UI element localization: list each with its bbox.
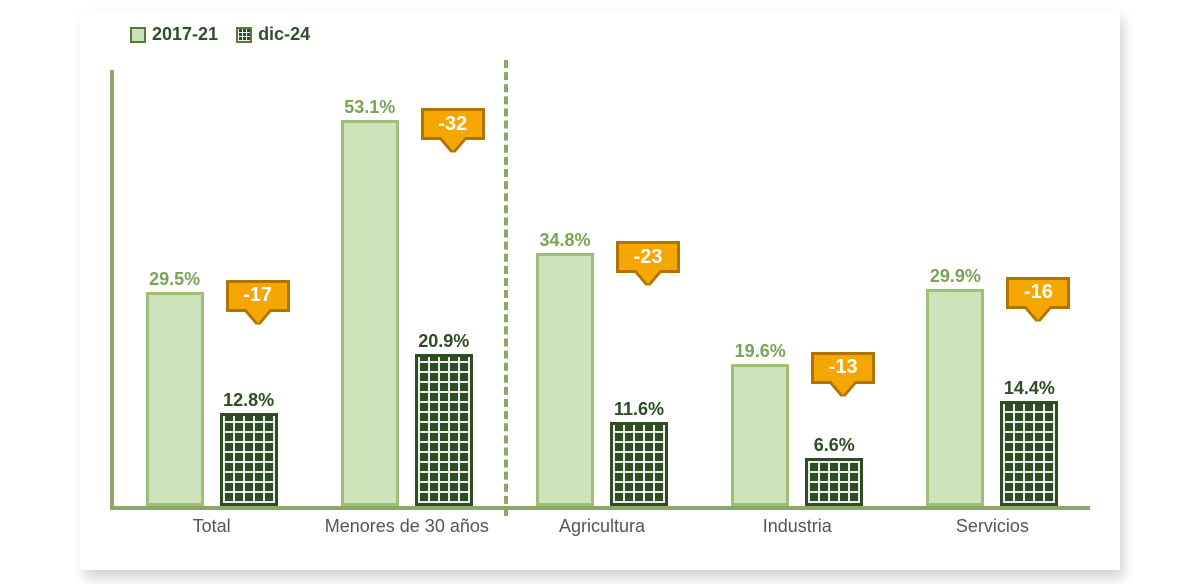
bar-group: 19.6%6.6%-13Industria (700, 70, 895, 506)
down-arrow-icon (441, 137, 465, 151)
bar-2017-21: 34.8% (536, 253, 594, 506)
legend-swatch-light (130, 27, 146, 43)
value-label: 20.9% (404, 331, 484, 352)
down-arrow-icon (636, 270, 660, 284)
bar-2017-21: 29.5% (146, 292, 204, 506)
bar-dic24: 12.8% (220, 413, 278, 506)
legend-swatch-dark (236, 27, 252, 43)
chart-container: 2017-21 dic-24 29.5%12.8%-17Total53.1%20… (80, 10, 1120, 570)
bar-group: 29.5%12.8%-17Total (114, 70, 309, 506)
value-label: 29.9% (915, 266, 995, 287)
value-label: 12.8% (209, 390, 289, 411)
bar-dic24: 20.9% (415, 354, 473, 506)
diff-callout: -17 (226, 280, 290, 312)
bar-group: 29.9%14.4%-16Servicios (895, 70, 1090, 506)
x-axis-label: Menores de 30 años (309, 506, 504, 537)
bar-2017-21: 53.1% (341, 120, 399, 506)
diff-callout: -13 (811, 352, 875, 384)
bar-dic24: 11.6% (610, 422, 668, 506)
diff-callout: -16 (1006, 277, 1070, 309)
bar-dic24: 6.6% (805, 458, 863, 506)
value-label: 34.8% (525, 230, 605, 251)
section-divider (504, 60, 508, 516)
bar-group: 34.8%11.6%-23Agricultura (504, 70, 699, 506)
legend-item-2017-21: 2017-21 (130, 24, 218, 45)
bar-2017-21: 29.9% (926, 289, 984, 506)
diff-callout: -32 (421, 108, 485, 140)
bar-dic24: 14.4% (1000, 401, 1058, 506)
bar-2017-21: 19.6% (731, 364, 789, 506)
bar-groups: 29.5%12.8%-17Total53.1%20.9%-32Menores d… (114, 70, 1090, 506)
legend-label: 2017-21 (152, 24, 218, 45)
legend-label: dic-24 (258, 24, 310, 45)
diff-callout: -23 (616, 241, 680, 273)
x-axis-label: Agricultura (504, 506, 699, 537)
legend: 2017-21 dic-24 (130, 24, 310, 45)
bar-group: 53.1%20.9%-32Menores de 30 años (309, 70, 504, 506)
value-label: 14.4% (989, 378, 1069, 399)
legend-item-dic24: dic-24 (236, 24, 310, 45)
value-label: 11.6% (599, 399, 679, 420)
x-axis-label: Industria (700, 506, 895, 537)
value-label: 53.1% (330, 97, 410, 118)
x-axis-label: Servicios (895, 506, 1090, 537)
down-arrow-icon (831, 381, 855, 395)
value-label: 29.5% (135, 269, 215, 290)
down-arrow-icon (1026, 306, 1050, 320)
down-arrow-icon (246, 309, 270, 323)
x-axis-label: Total (114, 506, 309, 537)
value-label: 6.6% (794, 435, 874, 456)
value-label: 19.6% (720, 341, 800, 362)
plot-area: 29.5%12.8%-17Total53.1%20.9%-32Menores d… (110, 70, 1090, 510)
